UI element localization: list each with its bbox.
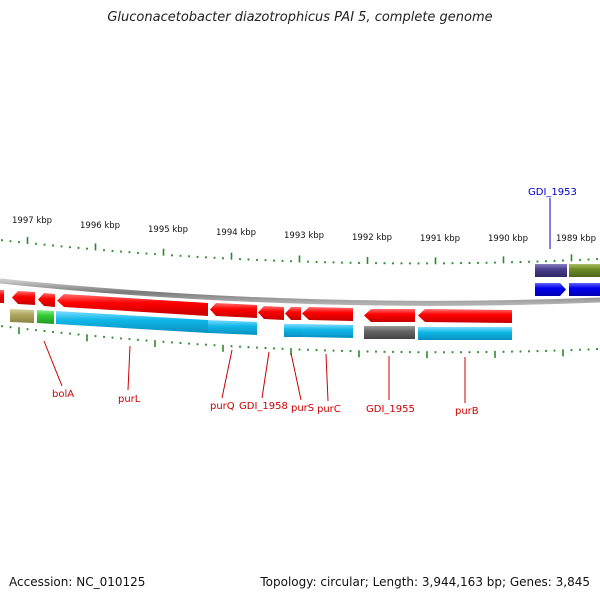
gene-block[interactable] bbox=[535, 264, 567, 277]
gene-labels: bolA purL purQ GDI_1958 purS purC GDI_19… bbox=[52, 187, 577, 417]
map-title: Gluconacetobacter diazotrophicus PAI 5, … bbox=[107, 10, 493, 25]
ruler-label: 1991 kbp bbox=[420, 234, 460, 244]
gene-label[interactable]: bolA bbox=[52, 389, 74, 400]
gene-block[interactable] bbox=[569, 264, 600, 277]
ruler-labels: 1997 kbp 1996 kbp 1995 kbp 1994 kbp 1993… bbox=[12, 216, 596, 244]
gene-label[interactable]: purC bbox=[317, 404, 341, 415]
gene-arrow[interactable] bbox=[535, 283, 566, 296]
gene-arrow[interactable] bbox=[285, 307, 301, 320]
ruler-label: 1992 kbp bbox=[352, 233, 392, 243]
feature-block[interactable] bbox=[10, 309, 34, 323]
ruler-label: 1997 kbp bbox=[12, 216, 52, 226]
chromosome-backbone bbox=[0, 278, 600, 306]
gene-label[interactable]: GDI_1955 bbox=[366, 404, 415, 415]
ruler-ticks-inner bbox=[1, 325, 598, 359]
leader-line bbox=[325, 353, 329, 402]
gene-arrow[interactable] bbox=[38, 293, 55, 307]
gene-arrow[interactable] bbox=[364, 309, 415, 322]
gene-arrow[interactable] bbox=[210, 303, 257, 318]
gene-arrow[interactable] bbox=[12, 291, 35, 305]
gene-arrow[interactable] bbox=[418, 309, 512, 323]
leader-line bbox=[221, 349, 233, 399]
ruler-label: 1993 kbp bbox=[284, 231, 324, 241]
feature-block[interactable] bbox=[284, 324, 301, 337]
ruler-label: 1990 kbp bbox=[488, 234, 528, 244]
feature-block[interactable] bbox=[56, 311, 208, 333]
genome-summary: Topology: circular; Length: 3,944,163 bp… bbox=[260, 575, 590, 589]
gene-arrow[interactable] bbox=[0, 290, 4, 303]
feature-block[interactable] bbox=[37, 310, 54, 324]
gene-label[interactable]: purB bbox=[455, 406, 479, 417]
ruler-ticks-outer bbox=[1, 237, 598, 265]
gene-label[interactable]: purS bbox=[291, 403, 314, 414]
feature-block[interactable] bbox=[301, 324, 353, 338]
gene-leaders bbox=[43, 198, 551, 403]
reverse-strand-genes bbox=[0, 290, 512, 323]
feature-block[interactable] bbox=[418, 327, 512, 340]
feature-block[interactable] bbox=[364, 326, 415, 339]
gene-label[interactable]: GDI_1958 bbox=[239, 401, 288, 412]
ruler-label: 1996 kbp bbox=[80, 221, 120, 231]
feature-blocks bbox=[10, 309, 512, 340]
leader-line bbox=[43, 340, 63, 387]
gene-label[interactable]: purQ bbox=[210, 401, 235, 412]
gene-arrow[interactable] bbox=[302, 307, 353, 321]
gene-arrow[interactable] bbox=[57, 294, 208, 316]
ruler-label: 1995 kbp bbox=[148, 225, 188, 235]
gene-arrow[interactable] bbox=[569, 283, 600, 296]
accession-label: Accession: NC_010125 bbox=[9, 575, 146, 589]
ruler-label: 1994 kbp bbox=[216, 228, 256, 238]
leader-line bbox=[261, 351, 270, 399]
gene-label[interactable]: purL bbox=[118, 394, 141, 405]
ruler-label: 1989 kbp bbox=[556, 234, 596, 244]
leader-line bbox=[127, 345, 131, 391]
feature-block[interactable] bbox=[208, 320, 257, 335]
gene-label[interactable]: GDI_1953 bbox=[528, 187, 577, 198]
forward-strand-genes bbox=[535, 264, 600, 296]
leader-line bbox=[290, 352, 302, 401]
gene-arrow[interactable] bbox=[258, 306, 284, 320]
